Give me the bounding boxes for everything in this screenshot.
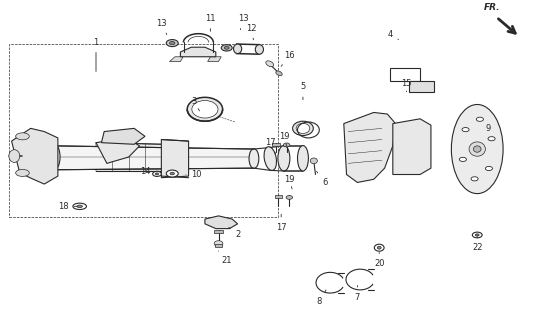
Ellipse shape (249, 149, 259, 168)
Text: 13: 13 (238, 14, 248, 30)
Ellipse shape (296, 123, 310, 133)
Ellipse shape (488, 137, 495, 141)
Text: 17: 17 (265, 138, 276, 154)
Text: FR.: FR. (484, 3, 500, 12)
Text: 16: 16 (281, 51, 295, 66)
Ellipse shape (170, 172, 174, 175)
Polygon shape (180, 47, 216, 57)
Text: 12: 12 (246, 24, 257, 40)
Text: 9: 9 (485, 124, 491, 133)
Text: 10: 10 (186, 170, 202, 179)
Text: 13: 13 (156, 19, 167, 35)
Text: 14: 14 (140, 167, 156, 176)
Ellipse shape (476, 117, 483, 121)
Text: 20: 20 (374, 252, 384, 268)
Ellipse shape (214, 241, 223, 246)
Ellipse shape (16, 133, 29, 140)
Ellipse shape (221, 45, 232, 51)
Ellipse shape (77, 205, 82, 208)
Ellipse shape (73, 203, 86, 210)
Text: 17: 17 (276, 214, 287, 231)
Bar (275, 195, 282, 198)
Text: 1: 1 (93, 38, 99, 71)
Ellipse shape (192, 100, 218, 118)
Text: 2: 2 (229, 227, 240, 239)
Ellipse shape (234, 44, 242, 53)
Ellipse shape (16, 169, 29, 176)
Polygon shape (390, 68, 420, 81)
Polygon shape (55, 146, 254, 170)
Text: 22: 22 (472, 236, 483, 252)
Ellipse shape (298, 146, 308, 171)
Text: 5: 5 (300, 83, 306, 100)
Text: 18: 18 (58, 202, 77, 211)
Text: 7: 7 (355, 285, 360, 301)
Ellipse shape (462, 128, 469, 132)
Text: 6: 6 (317, 171, 328, 187)
Ellipse shape (9, 150, 20, 163)
Ellipse shape (473, 146, 481, 152)
Text: 4: 4 (388, 30, 399, 39)
Bar (214, 230, 223, 233)
Ellipse shape (452, 105, 503, 194)
Ellipse shape (169, 42, 175, 45)
Ellipse shape (283, 143, 290, 147)
Ellipse shape (471, 177, 478, 181)
Ellipse shape (256, 45, 264, 54)
Ellipse shape (293, 121, 313, 136)
Ellipse shape (286, 196, 293, 199)
Ellipse shape (224, 46, 229, 49)
Ellipse shape (166, 40, 178, 47)
Ellipse shape (472, 232, 482, 238)
Polygon shape (409, 81, 434, 92)
Text: 8: 8 (317, 290, 326, 306)
Ellipse shape (375, 244, 384, 251)
Ellipse shape (485, 166, 492, 171)
Ellipse shape (50, 145, 60, 169)
Text: 3: 3 (191, 97, 199, 111)
Ellipse shape (266, 61, 274, 67)
Text: 11: 11 (205, 14, 216, 31)
Ellipse shape (156, 173, 159, 175)
Polygon shape (393, 119, 431, 174)
Ellipse shape (459, 157, 466, 162)
Text: 15: 15 (401, 79, 412, 92)
Polygon shape (11, 128, 58, 184)
Ellipse shape (469, 142, 485, 156)
Ellipse shape (166, 170, 178, 177)
Bar (9, 44, 278, 218)
Polygon shape (205, 216, 238, 228)
Text: 19: 19 (284, 175, 295, 189)
Ellipse shape (187, 97, 223, 121)
Polygon shape (162, 140, 188, 178)
Ellipse shape (377, 246, 381, 249)
Ellipse shape (278, 146, 290, 171)
Polygon shape (102, 128, 145, 144)
Bar (215, 244, 222, 247)
Polygon shape (207, 57, 221, 61)
Polygon shape (96, 138, 140, 164)
Polygon shape (344, 112, 395, 182)
Polygon shape (96, 143, 164, 171)
Ellipse shape (276, 71, 282, 76)
Polygon shape (169, 57, 183, 61)
Bar (272, 143, 280, 146)
Text: 19: 19 (278, 132, 289, 146)
Ellipse shape (476, 234, 479, 236)
Ellipse shape (153, 171, 162, 176)
Text: 21: 21 (218, 251, 232, 265)
Ellipse shape (264, 147, 276, 171)
Ellipse shape (310, 158, 317, 164)
